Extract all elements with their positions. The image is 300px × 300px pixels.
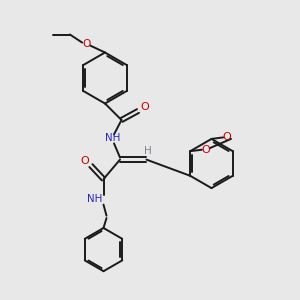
Text: O: O: [223, 132, 232, 142]
Text: O: O: [201, 145, 210, 155]
Text: O: O: [140, 102, 149, 112]
Text: O: O: [80, 156, 89, 166]
Text: O: O: [82, 39, 91, 49]
Text: NH: NH: [87, 194, 103, 204]
Text: H: H: [144, 146, 152, 156]
Text: NH: NH: [105, 133, 120, 143]
